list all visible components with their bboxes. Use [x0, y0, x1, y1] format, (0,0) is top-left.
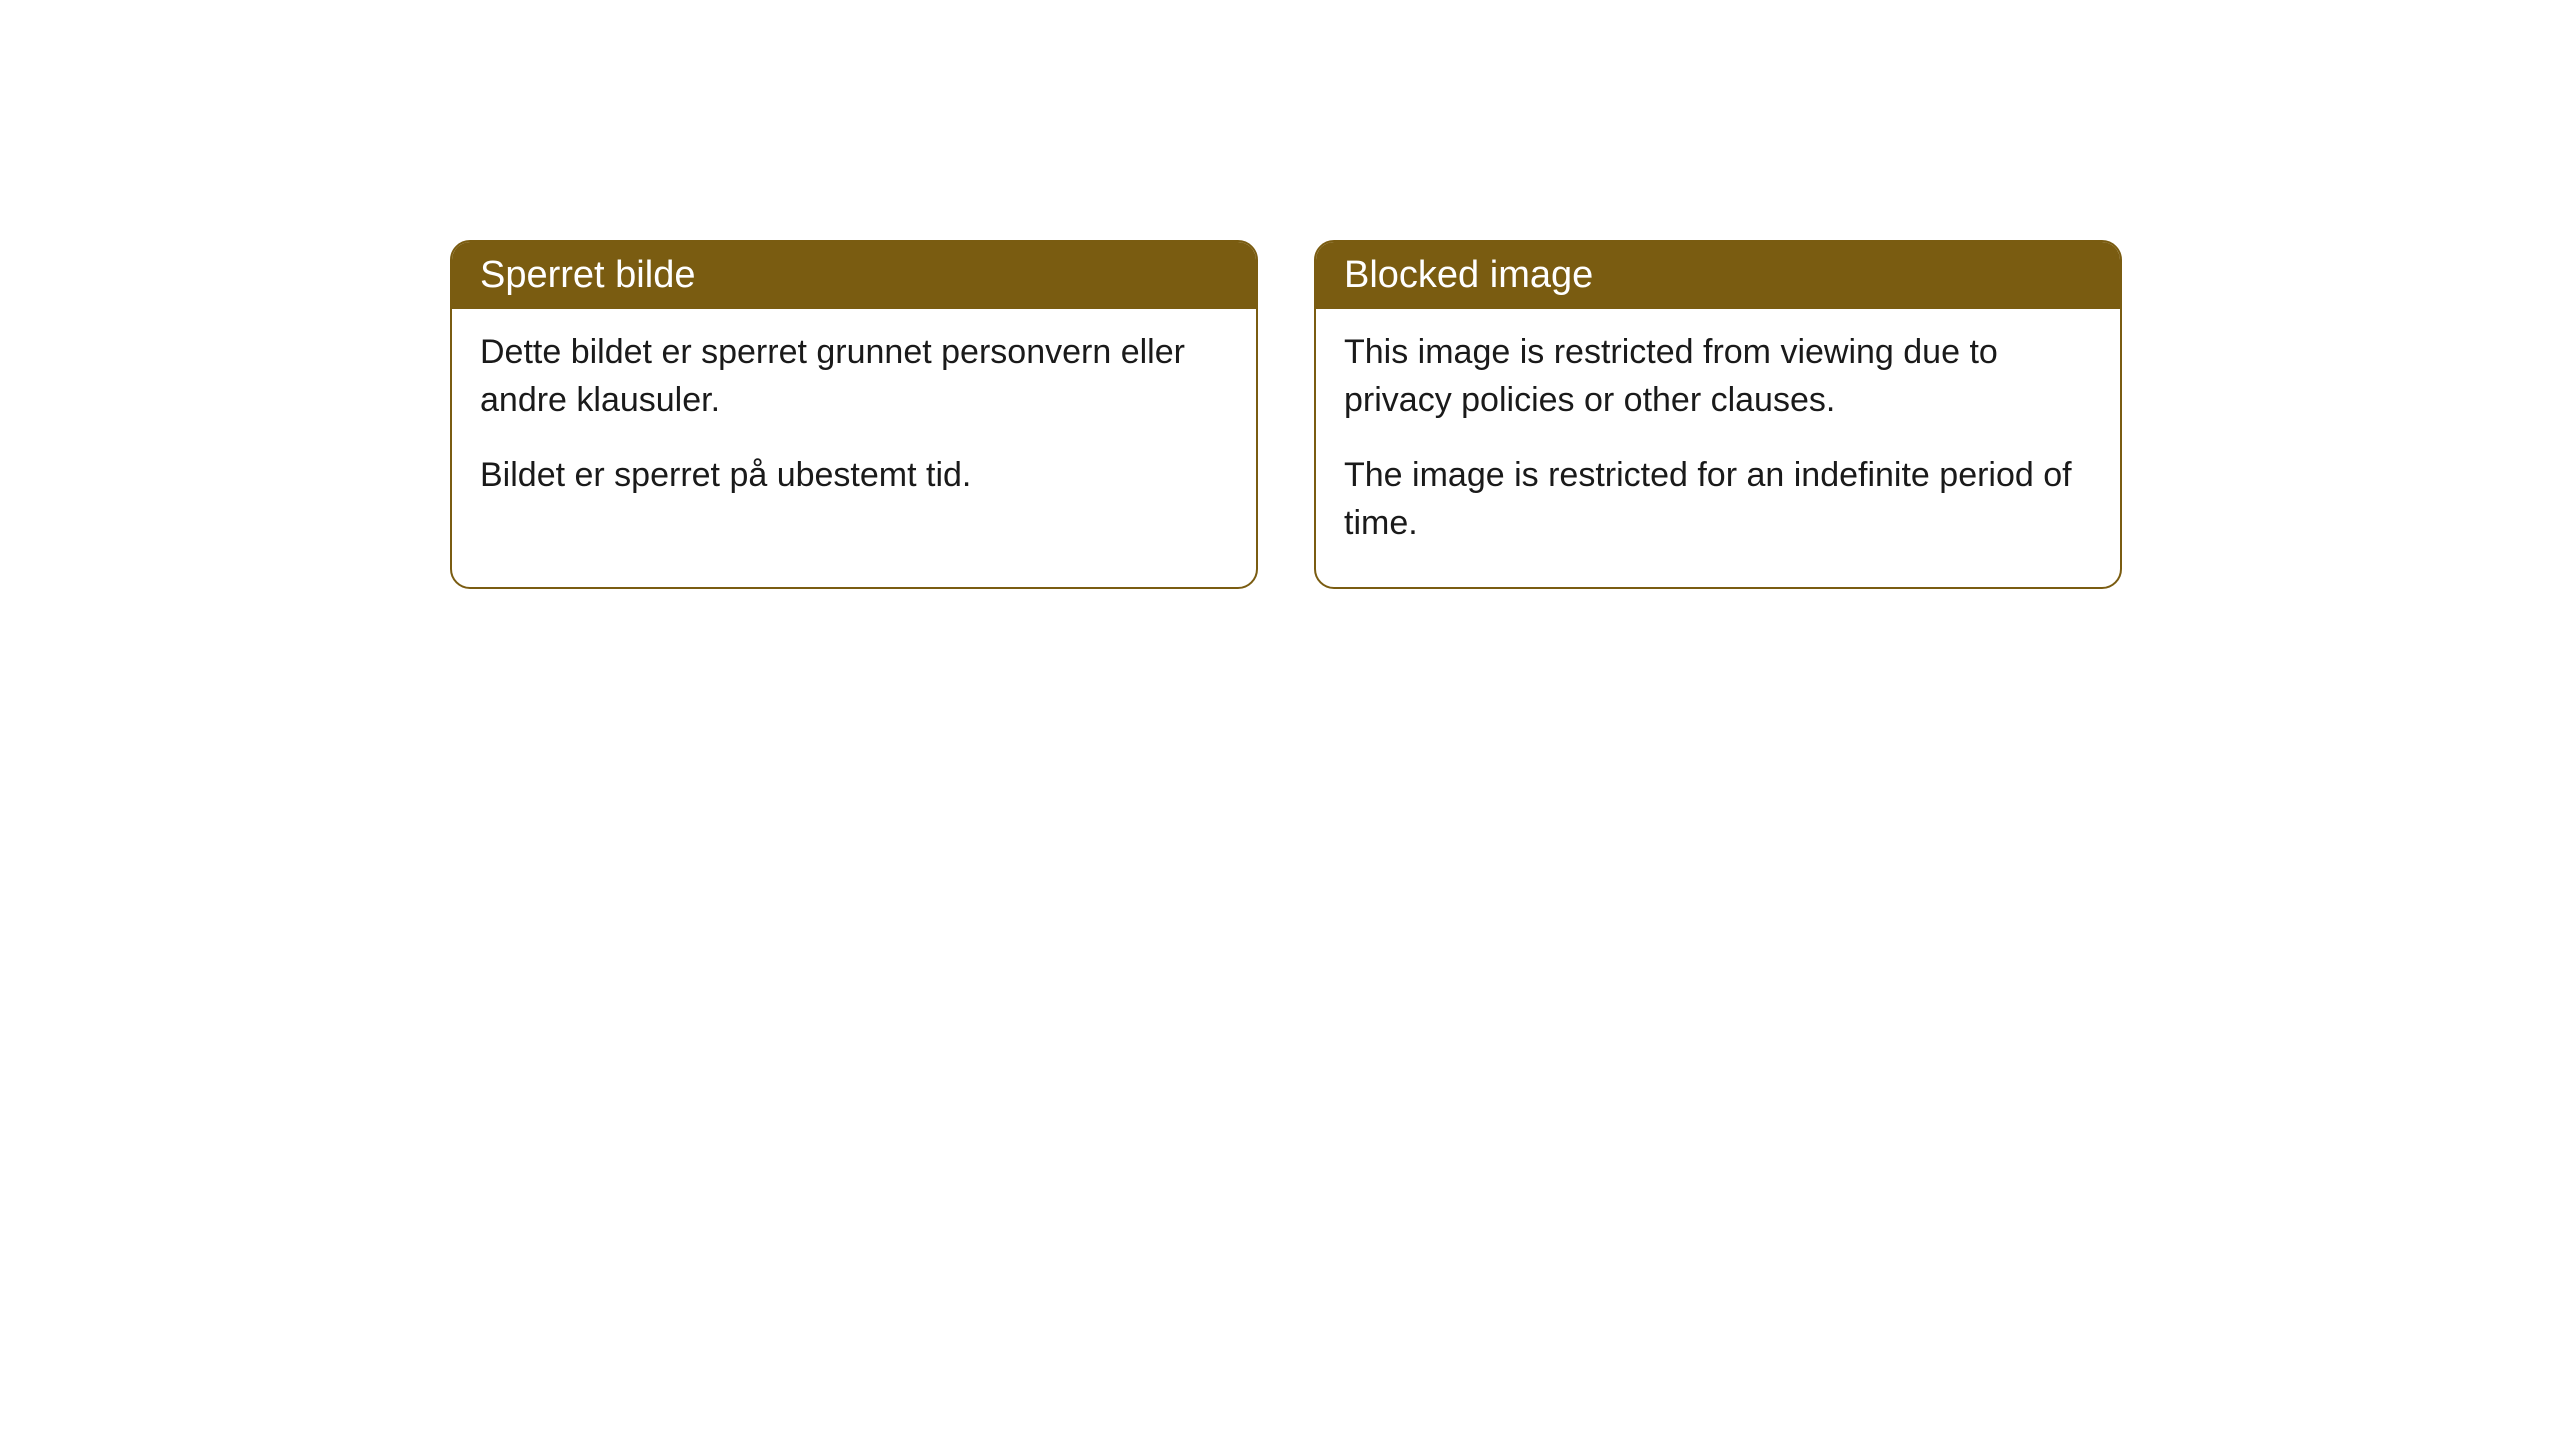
card-paragraph: The image is restricted for an indefinit… [1344, 452, 2092, 547]
notice-card-norwegian: Sperret bilde Dette bildet er sperret gr… [450, 240, 1258, 589]
card-title-norwegian: Sperret bilde [452, 242, 1256, 309]
card-body-norwegian: Dette bildet er sperret grunnet personve… [452, 309, 1256, 540]
card-title-english: Blocked image [1316, 242, 2120, 309]
notice-card-english: Blocked image This image is restricted f… [1314, 240, 2122, 589]
notice-cards-container: Sperret bilde Dette bildet er sperret gr… [450, 240, 2122, 589]
card-paragraph: This image is restricted from viewing du… [1344, 329, 2092, 424]
card-paragraph: Dette bildet er sperret grunnet personve… [480, 329, 1228, 424]
card-body-english: This image is restricted from viewing du… [1316, 309, 2120, 587]
card-paragraph: Bildet er sperret på ubestemt tid. [480, 452, 1228, 500]
